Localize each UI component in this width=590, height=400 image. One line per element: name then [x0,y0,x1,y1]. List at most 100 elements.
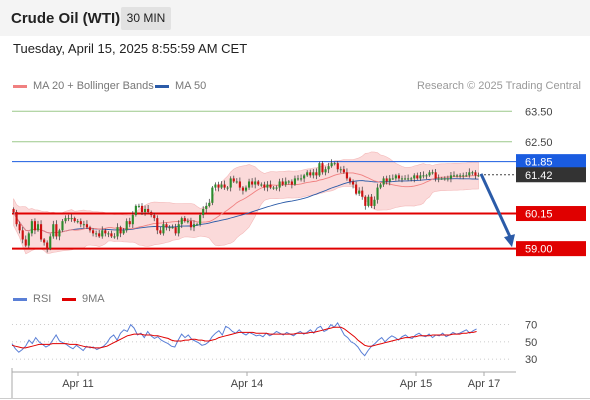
candle [131,215,134,225]
candle [180,218,183,225]
candle [214,184,217,188]
legend-ma20: MA 20 + Bollinger Bands [13,80,154,92]
candle [361,190,364,197]
rsi-tick-label: 30 [525,354,537,366]
candle [278,181,281,188]
candle [76,221,79,223]
candle [113,236,116,238]
legend-9ma: 9MA [62,293,105,305]
candle [18,224,21,231]
candle [312,172,315,176]
rsi-tick-label: 70 [525,320,537,332]
candle [122,230,125,234]
candle [299,178,303,180]
candle [27,233,30,246]
candle [232,178,235,182]
x-tick-label: Apr 15 [400,378,432,390]
candle [440,178,443,180]
candle [477,175,480,177]
candle [241,187,245,191]
candle [449,175,453,179]
ma20-label: MA 20 + Bollinger Bands [33,80,154,92]
candle [82,224,85,226]
bollinger-band [13,151,479,255]
candle [339,169,342,171]
candle [128,221,131,225]
level-label: 63.50 [525,106,553,118]
candle [260,184,263,186]
candle [474,172,477,176]
candle [254,181,257,185]
candle [140,205,144,212]
x-tick-label: Apr 14 [231,378,263,390]
level-label: 62.50 [525,137,553,149]
instrument-title: Crude Oil (WTI) [11,10,121,27]
candle [425,175,428,177]
ma9-label: 9MA [82,293,105,305]
candle [150,212,153,216]
legend-rsi: RSI [13,293,51,305]
candle [315,172,318,176]
rsi-line [11,322,477,357]
level-label: 59.00 [525,244,553,256]
candle [116,227,119,237]
candle [125,221,128,231]
candle [168,227,171,229]
candle [269,184,272,188]
candle [431,172,434,174]
candle [95,233,98,235]
candle [64,218,67,222]
candle [263,184,266,188]
x-tick-label: Apr 17 [468,378,500,390]
candle [367,196,370,206]
candle [388,178,391,182]
candle [39,224,43,240]
candle [223,184,226,188]
candle [52,224,55,237]
candle [153,215,156,219]
forecast-arrow-shaft [479,173,514,242]
candle [443,178,446,180]
candle [162,224,165,234]
rsi-tick-label: 50 [525,337,537,349]
candle [147,208,150,212]
candle [30,221,33,234]
candle [364,196,367,206]
candle [419,175,422,179]
candle [101,230,104,237]
candle [459,175,462,177]
candle [318,163,321,176]
candle [43,239,46,243]
candle [186,221,189,223]
candle [36,224,40,231]
candle [33,221,37,231]
candle [407,178,410,180]
candle [465,175,468,177]
ma50-swatch [155,84,169,88]
candle [373,199,376,206]
candle [379,184,382,188]
candle [342,169,345,173]
candle [428,172,431,176]
candle [202,208,205,216]
candle [21,230,24,240]
candle [376,187,379,200]
candle [324,169,327,173]
candle [79,221,82,225]
forecast-arrow-head [504,234,515,248]
interval-selector[interactable]: 30 MIN [121,7,171,30]
candle [192,224,196,228]
candle [437,178,440,180]
candle [293,178,297,185]
candle [336,163,339,170]
candle [275,187,278,189]
candle [330,163,333,167]
level-label: 60.15 [525,209,553,221]
candle [306,172,309,176]
candle [410,178,413,180]
candle [104,230,107,234]
candle [468,172,471,176]
candle [143,208,147,212]
candle [403,178,407,180]
